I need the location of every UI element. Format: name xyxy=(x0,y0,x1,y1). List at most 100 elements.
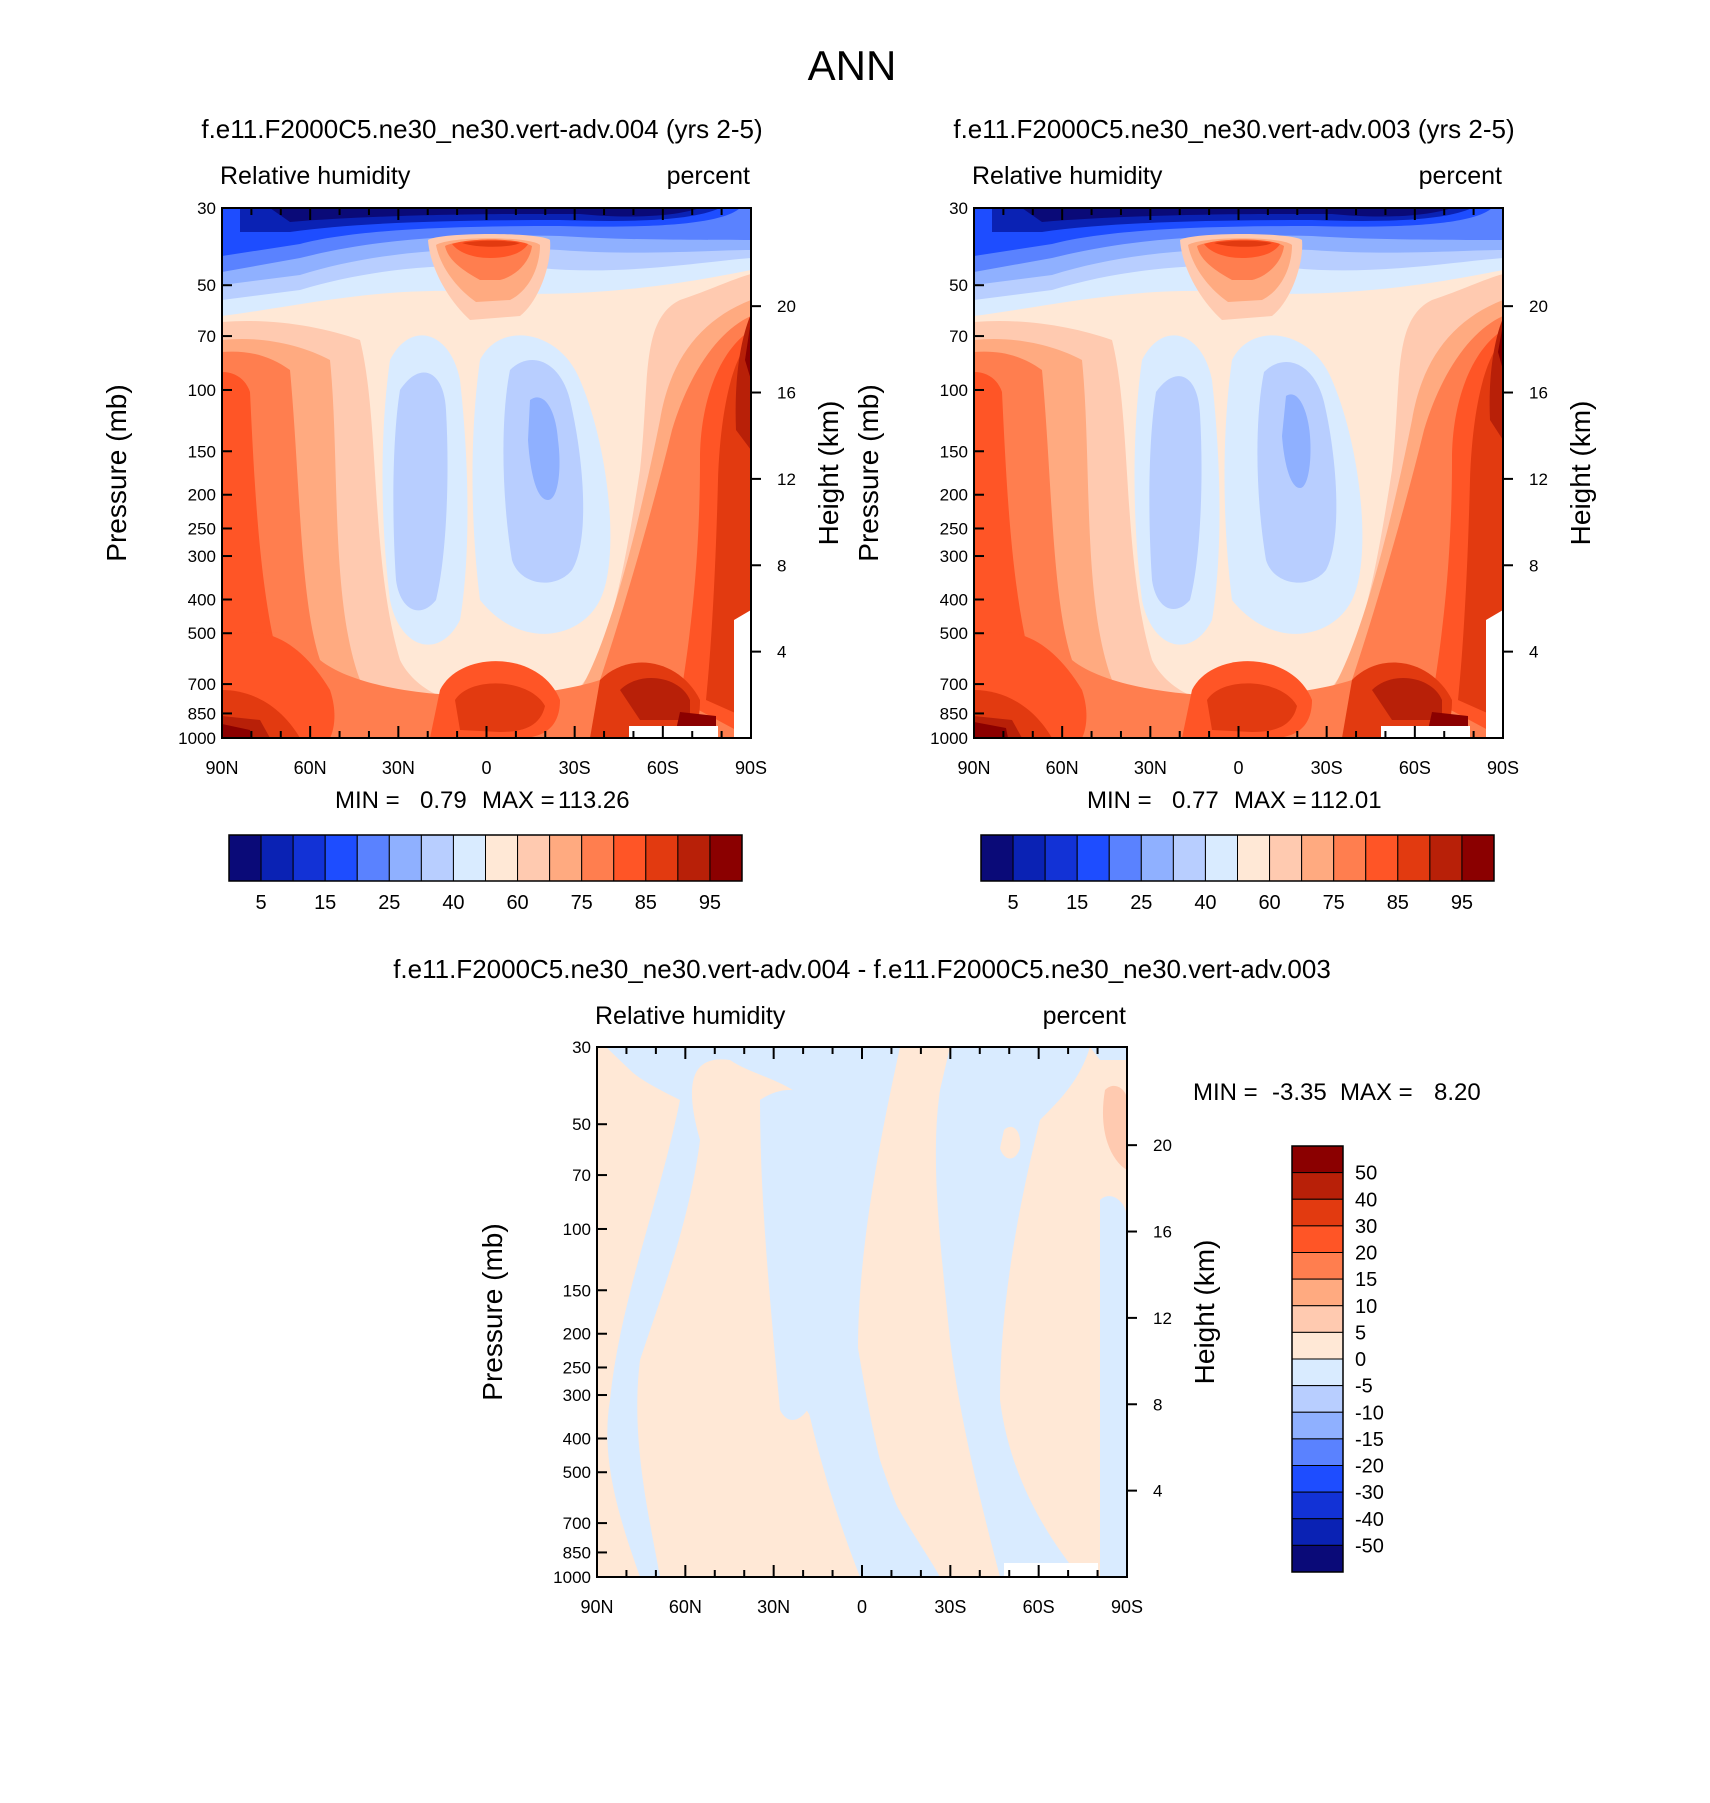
colorbar-swatch xyxy=(452,834,486,882)
figure-title: ANN xyxy=(808,42,897,89)
colorbar-swatch xyxy=(1108,834,1142,882)
pressure-tick-label: 250 xyxy=(940,519,968,538)
colorbar-label: 85 xyxy=(635,892,657,914)
lat-tick-label: 60S xyxy=(1023,1597,1055,1617)
lat-tick-label: 60S xyxy=(647,758,679,778)
colorbar-label: 75 xyxy=(571,892,593,914)
colorbar-swatch xyxy=(581,834,615,882)
pressure-tick-label: 500 xyxy=(563,1463,591,1482)
pressure-tick-label: 400 xyxy=(563,1430,591,1449)
pressure-tick-label: 700 xyxy=(563,1514,591,1533)
lat-tick-label: 0 xyxy=(1233,758,1243,778)
height-tick-label: 12 xyxy=(777,470,796,489)
panel-c-variable-label: Relative humidity xyxy=(595,1002,786,1030)
colorbar-swatch xyxy=(980,834,1014,882)
height-tick-label: 8 xyxy=(1153,1395,1162,1414)
colorbar-label: -30 xyxy=(1355,1482,1384,1504)
colorbar-swatch xyxy=(420,834,454,882)
colorbar-swatch xyxy=(1291,1518,1344,1546)
colorbar-swatch xyxy=(1291,1438,1344,1466)
colorbar-swatch xyxy=(1291,1145,1344,1174)
pressure-tick-label: 100 xyxy=(188,381,216,400)
colorbar-label: 25 xyxy=(378,892,400,914)
panel-a-min-value: 0.79 xyxy=(420,787,467,814)
lat-tick-label: 30S xyxy=(1311,758,1343,778)
pressure-tick-label: 1000 xyxy=(553,1568,591,1587)
pressure-tick-label: 300 xyxy=(563,1386,591,1405)
lat-tick-label: 90S xyxy=(1111,1597,1143,1617)
pressure-tick-label: 700 xyxy=(940,675,968,694)
panel-b-units-label: percent xyxy=(1419,162,1502,190)
colorbar-swatch xyxy=(1291,1305,1344,1333)
panel-b-height-axis-title: Height (km) xyxy=(1565,401,1596,546)
colorbar-label: -40 xyxy=(1355,1509,1384,1531)
panel-b-max-value: 112.01 xyxy=(1310,787,1382,814)
colorbar-label: 10 xyxy=(1355,1296,1377,1318)
colorbar-swatch xyxy=(1291,1544,1344,1573)
height-tick-label: 16 xyxy=(777,384,796,403)
colorbar-label: -10 xyxy=(1355,1402,1384,1424)
colorbar-swatch xyxy=(1237,834,1271,882)
colorbar-swatch xyxy=(1140,834,1174,882)
colorbar-swatch xyxy=(1012,834,1046,882)
pressure-tick-label: 300 xyxy=(940,547,968,566)
pressure-tick-label: 50 xyxy=(197,276,216,295)
pressure-tick-label: 70 xyxy=(197,327,216,346)
panel-b-contour-field xyxy=(974,208,1503,738)
pressure-tick-label: 400 xyxy=(188,591,216,610)
height-tick-label: 12 xyxy=(1529,470,1548,489)
colorbar-swatch xyxy=(1291,1252,1344,1280)
lat-tick-label: 90N xyxy=(957,758,990,778)
lat-tick-label: 0 xyxy=(857,1597,867,1617)
colorbar-label: -15 xyxy=(1355,1429,1384,1451)
colorbar-label: 15 xyxy=(1355,1269,1377,1291)
colorbar-swatch xyxy=(1291,1198,1344,1227)
colorbar-swatch xyxy=(1291,1385,1344,1413)
panel-a-contour-field xyxy=(222,208,751,738)
pressure-tick-label: 200 xyxy=(188,486,216,505)
colorbar-swatch xyxy=(356,834,390,882)
pressure-tick-label: 150 xyxy=(940,442,968,461)
colorbar-swatch xyxy=(260,834,294,882)
pressure-tick-label: 50 xyxy=(949,276,968,295)
colorbar-swatch xyxy=(1291,1225,1344,1253)
lat-tick-label: 30N xyxy=(1134,758,1167,778)
colorbar-swatch xyxy=(1172,834,1206,882)
panel-c-min-value: -3.35 xyxy=(1272,1079,1327,1106)
pressure-tick-label: 850 xyxy=(563,1543,591,1562)
colorbar-swatch xyxy=(1461,834,1495,882)
height-tick-label: 4 xyxy=(1153,1482,1162,1501)
pressure-tick-label: 400 xyxy=(940,591,968,610)
colorbar-label: 25 xyxy=(1130,892,1152,914)
height-tick-label: 20 xyxy=(1153,1136,1172,1155)
pressure-tick-label: 700 xyxy=(188,675,216,694)
colorbar-swatch xyxy=(324,834,358,882)
panel-c-stats: MIN = -3.35 MAX = 8.20 xyxy=(1193,1079,1481,1106)
colorbar-swatch xyxy=(1301,834,1335,882)
colorbar-label: 60 xyxy=(1258,892,1280,914)
colorbar-label: 40 xyxy=(442,892,464,914)
colorbar-label: 15 xyxy=(314,892,336,914)
pressure-tick-label: 70 xyxy=(949,327,968,346)
panel-c-units-label: percent xyxy=(1043,1002,1126,1030)
height-tick-label: 8 xyxy=(1529,556,1538,575)
panel-a-max-label: MAX = xyxy=(482,787,555,814)
colorbar-swatch xyxy=(1291,1411,1344,1440)
colorbar-label: 5 xyxy=(256,892,267,914)
pressure-tick-label: 100 xyxy=(563,1220,591,1239)
panel-c-pressure-axis-title: Pressure (mb) xyxy=(477,1223,508,1400)
pressure-tick-label: 70 xyxy=(572,1166,591,1185)
height-tick-label: 4 xyxy=(777,643,786,662)
panel-a-title: f.e11.F2000C5.ne30_ne30.vert-adv.004 (yr… xyxy=(201,114,762,144)
colorbar-label: 20 xyxy=(1355,1243,1377,1265)
panel-a-pressure-axis-title: Pressure (mb) xyxy=(101,384,132,561)
lat-tick-label: 60N xyxy=(669,1597,702,1617)
pressure-tick-label: 1000 xyxy=(178,729,216,748)
colorbar-swatch xyxy=(1076,834,1110,882)
lat-tick-label: 90N xyxy=(580,1597,613,1617)
pressure-tick-label: 200 xyxy=(940,486,968,505)
pressure-tick-label: 300 xyxy=(188,547,216,566)
lat-tick-label: 30N xyxy=(757,1597,790,1617)
panel-b-min-value: 0.77 xyxy=(1172,787,1219,814)
